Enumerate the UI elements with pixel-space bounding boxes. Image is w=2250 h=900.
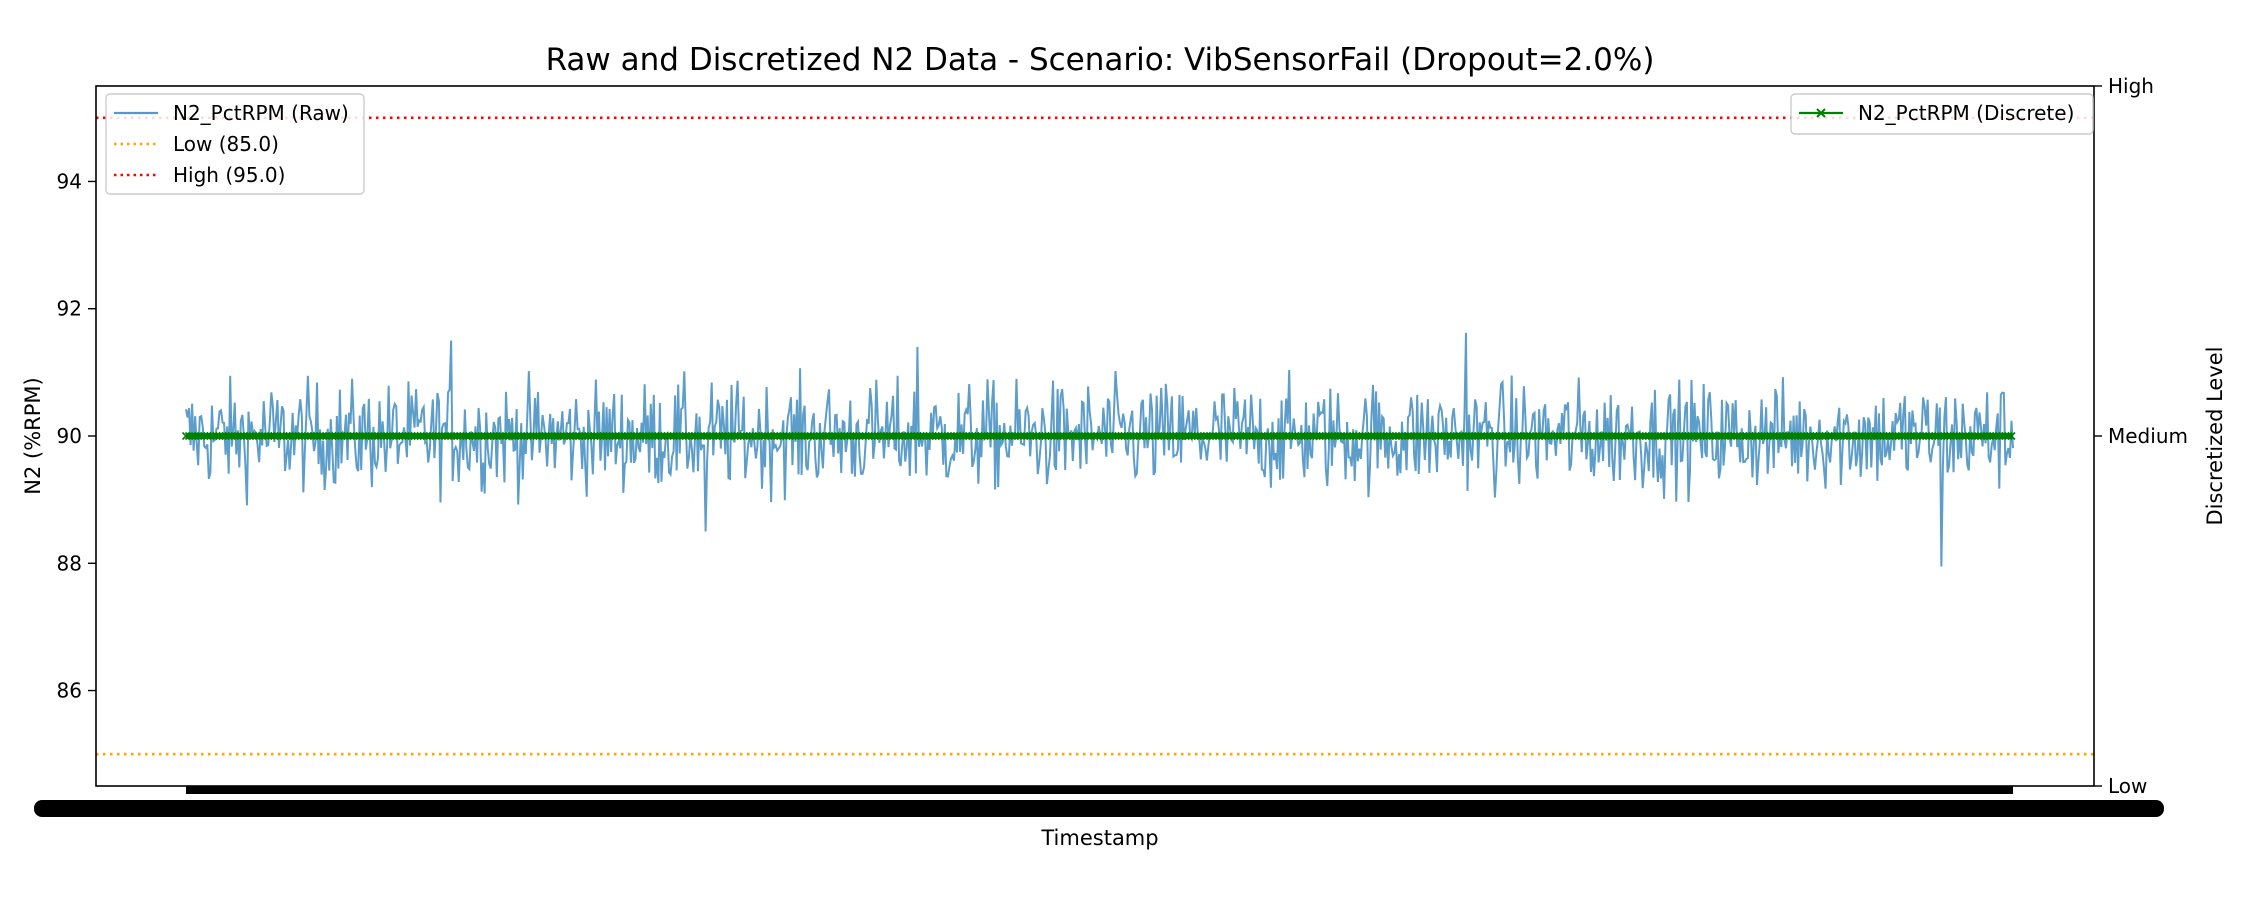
x-tick-marks-band [186, 786, 2013, 794]
chart-title: Raw and Discretized N2 Data - Scenario: … [546, 42, 1655, 78]
x-tick-labels-overlap [34, 786, 2164, 817]
y2-tick-label-high: High [2108, 74, 2154, 98]
y-tick-label: 90 [57, 424, 82, 448]
x-axis-label: Timestamp [1040, 826, 1158, 850]
y-tick-label: 86 [57, 679, 82, 703]
legend-raw-label: N2_PctRPM (Raw) [173, 101, 349, 125]
legend-left-box [105, 93, 365, 195]
y-tick-label: 92 [57, 297, 82, 321]
x-tick-labels-band [34, 800, 2164, 817]
series-discrete-markers [181, 431, 2016, 441]
y2-tick-label-medium: Medium [2108, 424, 2188, 448]
y-tick-label: 88 [57, 551, 82, 575]
y2-axis-label: Discretized Level [2203, 346, 2227, 525]
legend-high-label: High (95.0) [173, 163, 285, 187]
legend-discrete-marker-icon [1816, 108, 1826, 118]
series-raw-line [185, 332, 2014, 567]
legend-discrete-label: N2_PctRPM (Discrete) [1858, 101, 2074, 125]
y2-tick-label-low: Low [2108, 774, 2147, 798]
legend-right-box [1790, 93, 2094, 135]
legend-low-label: Low (85.0) [173, 132, 279, 156]
legend-left: N2_PctRPM (Raw) Low (85.0) High (95.0) [105, 93, 365, 195]
y-tick-label: 94 [57, 169, 82, 193]
legend-right: N2_PctRPM (Discrete) [1790, 93, 2094, 135]
y-axis-label: N2 (%RPM) [21, 377, 45, 494]
